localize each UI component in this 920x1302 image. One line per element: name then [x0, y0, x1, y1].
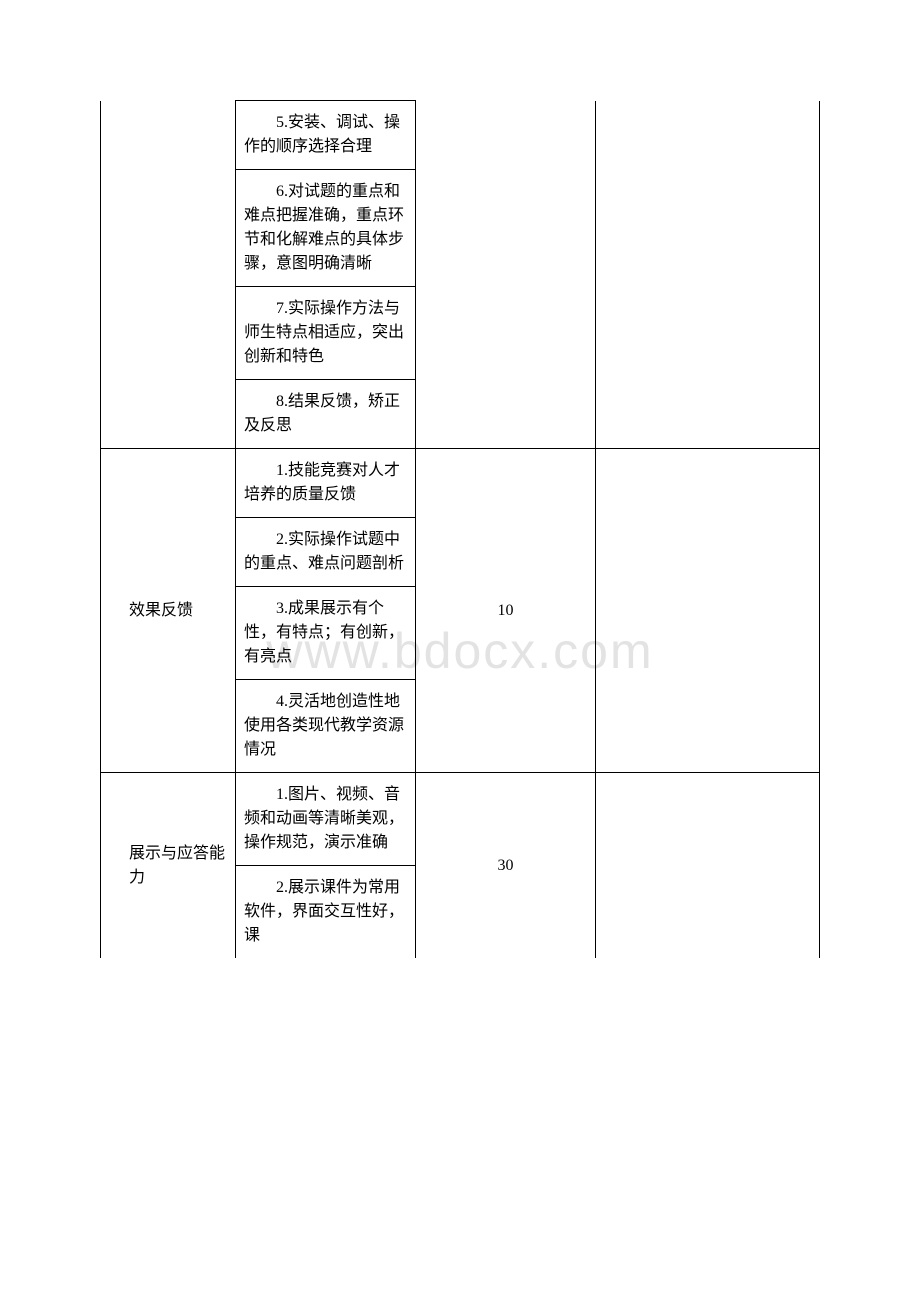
criteria-cell: 1.技能竞赛对人才培养的质量反馈 — [236, 449, 416, 518]
score-cell — [416, 101, 596, 449]
table-row: 效果反馈 1.技能竞赛对人才培养的质量反馈 10 — [101, 449, 820, 518]
score-cell: 30 — [416, 773, 596, 959]
evaluation-table: 5.安装、调试、操作的顺序选择合理 6.对试题的重点和难点把握准确，重点环节和化… — [100, 100, 820, 958]
table-row: 展示与应答能力 1.图片、视频、音频和动画等清晰美观，操作规范，演示准确 30 — [101, 773, 820, 866]
criteria-cell: 3.成果展示有个性，有特点；有创新，有亮点 — [236, 587, 416, 680]
criteria-cell: 2.展示课件为常用软件，界面交互性好，课 — [236, 866, 416, 959]
criteria-cell: 2.实际操作试题中的重点、难点问题剖析 — [236, 518, 416, 587]
criteria-cell: 7.实际操作方法与师生特点相适应，突出创新和特色 — [236, 287, 416, 380]
category-cell: 展示与应答能力 — [101, 773, 236, 959]
score-cell: 10 — [416, 449, 596, 773]
category-cell — [101, 101, 236, 449]
notes-cell — [596, 449, 820, 773]
notes-cell — [596, 773, 820, 959]
criteria-cell: 8.结果反馈，矫正及反思 — [236, 380, 416, 449]
criteria-cell: 1.图片、视频、音频和动画等清晰美观，操作规范，演示准确 — [236, 773, 416, 866]
notes-cell — [596, 101, 820, 449]
criteria-cell: 5.安装、调试、操作的顺序选择合理 — [236, 101, 416, 170]
category-cell: 效果反馈 — [101, 449, 236, 773]
criteria-cell: 6.对试题的重点和难点把握准确，重点环节和化解难点的具体步骤，意图明确清晰 — [236, 170, 416, 287]
table-row: 5.安装、调试、操作的顺序选择合理 — [101, 101, 820, 170]
criteria-cell: 4.灵活地创造性地使用各类现代教学资源情况 — [236, 680, 416, 773]
